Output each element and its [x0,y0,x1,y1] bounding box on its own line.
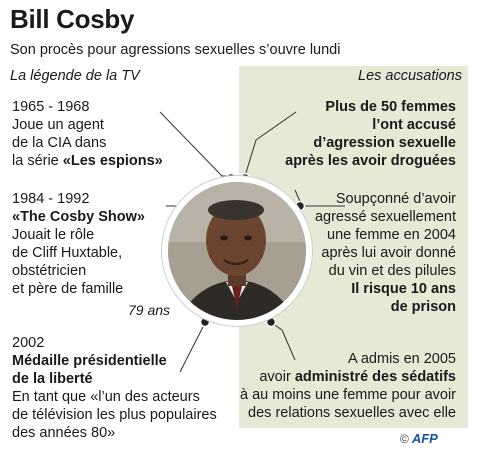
accusation-line: avoir administré des sédatifs [259,369,456,385]
accusation-line: une femme en 2004 [327,227,456,243]
page-subtitle: Son procès pour agressions sexuelles s’o… [10,42,341,58]
item-text-line: de télévision les plus populaires [12,407,217,423]
accusation-line: après lui avoir donné [321,245,456,261]
accusation-line: après les avoir droguées [285,153,456,169]
item-text-line: En tant que «l’un des acteurs [12,389,200,405]
item-text-line: et père de famille [12,281,124,297]
portrait-photo [168,182,306,320]
accusation-item-sedatives: A admis en 2005 avoir administré des séd… [216,350,456,422]
copyright-symbol: © [400,431,409,446]
item-title: «The Cosby Show» [12,209,145,225]
age-label: 79 ans [128,302,171,318]
left-header: La légende de la TV [10,68,140,84]
accusation-line: des relations sexuelles avec elle [248,405,456,421]
accusation-line: A admis en 2005 [347,351,456,367]
item-text-line: de Cliff Huxtable, [12,245,123,261]
right-header: Les accusations [358,68,462,84]
page-title: Bill Cosby [10,4,135,34]
accusation-line: d’agression sexuelle [313,135,456,151]
item-text-line: Joue un agent [12,117,104,133]
item-text-line: Jouait le rôle [12,227,95,243]
portrait-frame [162,176,312,326]
career-item-medal: 2002 Médaille présidentielle de la liber… [12,334,217,442]
item-text-line: de la CIA dans [12,135,107,151]
accusation-line: à au moins une femme pour avoir [240,387,456,403]
item-year: 1965 - 1968 [12,99,90,115]
item-text-line: des années 80» [12,425,116,441]
accusation-line: l’ont accusé [372,117,456,133]
accusation-line: Plus de 50 femmes [325,99,456,115]
item-text-line: obstétricien [12,263,87,279]
item-year: 1984 - 1992 [12,191,90,207]
accusation-line: Il risque 10 ans [351,281,456,297]
accusation-line: de prison [390,299,456,315]
credit: © AFP [400,431,438,446]
accusation-line: agressé sexuellement [314,209,456,225]
accusation-item-2004: Soupçonné d’avoir agressé sexuellement u… [256,190,456,316]
career-item-espions: 1965 - 1968 Joue un agent de la CIA dans… [12,98,163,170]
afp-logo: AFP [411,431,438,446]
accusation-line: Soupçonné d’avoir [335,191,456,207]
accusation-item-50-women: Plus de 50 femmes l’ont accusé d’agressi… [256,98,456,170]
accusation-line: du vin et des pilules [328,263,456,279]
item-title: Médaille présidentielle [12,353,167,369]
item-title: de la liberté [12,371,93,387]
item-text-line: la série «Les espions» [12,153,163,169]
career-item-cosby-show: 1984 - 1992 «The Cosby Show» Jouait le r… [12,190,145,298]
item-year: 2002 [12,335,45,351]
